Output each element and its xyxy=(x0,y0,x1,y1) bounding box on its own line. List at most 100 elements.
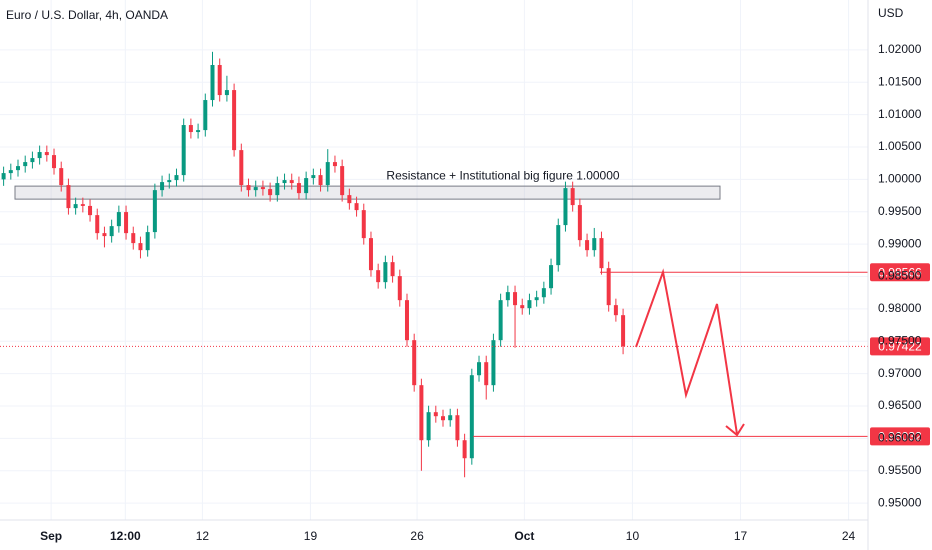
candle-body xyxy=(347,195,352,204)
price-tag xyxy=(870,427,930,446)
candle-body xyxy=(239,150,244,186)
candle-body xyxy=(585,240,590,251)
candle-body xyxy=(404,300,409,341)
candle-body xyxy=(282,180,287,184)
candle-body xyxy=(8,170,13,174)
candle-body xyxy=(570,188,575,206)
candle-body xyxy=(268,189,273,196)
candle-body xyxy=(30,158,35,163)
candle-body xyxy=(505,292,510,301)
zone-label: Resistance + Institutional big figure 1.… xyxy=(386,168,619,182)
candle-body xyxy=(441,416,446,421)
candle-body xyxy=(167,180,172,183)
candle-body xyxy=(188,125,193,133)
candle-body xyxy=(217,65,222,96)
candle-body xyxy=(37,152,42,159)
price-tag-label: 0.96032 xyxy=(878,430,922,444)
axes: 0.95000 0.95500 0.96000 0.96500 0.97000 0.975… xyxy=(40,42,922,543)
candle-body xyxy=(59,168,64,186)
x-tick-label: 17 xyxy=(734,529,748,543)
grid xyxy=(0,0,868,520)
candle-body xyxy=(577,205,582,241)
candle-body xyxy=(455,415,460,441)
candle-body xyxy=(224,90,229,96)
candle-body xyxy=(260,187,265,190)
price-tag-label: 0.97422 xyxy=(878,339,922,353)
candle-body xyxy=(376,270,381,283)
candle-body xyxy=(592,238,597,251)
candle-body xyxy=(102,233,107,237)
candle-body xyxy=(613,305,618,316)
candle-body xyxy=(513,292,518,306)
candle-body xyxy=(527,300,532,309)
candle-body xyxy=(340,166,345,196)
candle-body xyxy=(606,268,611,306)
candle-body xyxy=(541,288,546,298)
price-tag xyxy=(870,263,930,282)
candles xyxy=(1,51,626,478)
candle-body xyxy=(145,232,150,251)
candle-body xyxy=(311,175,316,179)
y-tick-label: 1.00500 xyxy=(878,139,922,153)
candle-body xyxy=(332,162,337,167)
candle-body xyxy=(426,412,431,441)
levels: 0.98566 0.96032 0.97422 xyxy=(0,263,930,446)
candle-body xyxy=(534,297,539,301)
candle-body xyxy=(52,155,57,169)
x-tick-label: 12 xyxy=(196,529,210,543)
candle-body xyxy=(520,305,525,309)
candle-body xyxy=(95,215,100,234)
candle-body xyxy=(131,233,136,244)
y-tick-label: 1.01500 xyxy=(878,74,922,88)
price-tag xyxy=(870,337,930,356)
candle-body xyxy=(368,238,373,271)
candle-body xyxy=(174,175,179,181)
candle-body xyxy=(1,173,6,180)
x-tick-label: 12:00 xyxy=(110,529,141,543)
candle-body xyxy=(124,212,129,234)
candle-body xyxy=(289,180,294,184)
candle-body xyxy=(318,175,323,186)
candle-body xyxy=(80,204,85,206)
candle-body xyxy=(152,190,157,233)
candle-body xyxy=(138,243,143,251)
x-tick-label: 10 xyxy=(626,529,640,543)
candle-body xyxy=(325,162,330,186)
currency-label: USD xyxy=(878,6,904,20)
candle-body xyxy=(23,162,28,167)
candle-body xyxy=(621,315,626,347)
candle-body xyxy=(181,125,186,176)
candle-body xyxy=(116,212,121,227)
candle-body xyxy=(196,130,201,133)
candle-body xyxy=(491,340,496,386)
projection-path xyxy=(635,268,738,435)
candle-body xyxy=(462,440,467,459)
candle-body xyxy=(210,65,215,101)
candle-body xyxy=(412,340,417,386)
candle-body xyxy=(477,362,482,376)
zone-layer: Resistance + Institutional big figure 1.… xyxy=(14,168,721,200)
y-tick-label: 0.95500 xyxy=(878,463,922,477)
candle-body xyxy=(246,185,251,191)
y-tick-label: 1.01000 xyxy=(878,107,922,121)
candle-body xyxy=(66,185,71,209)
candle-body xyxy=(73,204,78,209)
candle-body xyxy=(44,152,49,156)
candle-body xyxy=(16,166,21,171)
candle-body xyxy=(549,265,554,289)
x-tick-label: Oct xyxy=(514,529,534,543)
candle-body xyxy=(203,100,208,131)
y-tick-label: 0.95000 xyxy=(878,495,922,509)
y-tick-label: 0.97500 xyxy=(878,333,922,347)
candle-body xyxy=(304,178,309,194)
candle-body xyxy=(383,262,388,283)
candle-body xyxy=(484,362,489,386)
candle-body xyxy=(296,183,301,194)
candle-body xyxy=(232,90,237,151)
candle-body xyxy=(419,385,424,441)
candle-body xyxy=(563,188,568,226)
x-tick-label: 24 xyxy=(842,529,856,543)
chart-title: Euro / U.S. Dollar, 4h, OANDA xyxy=(6,8,168,22)
candle-body xyxy=(469,375,474,459)
